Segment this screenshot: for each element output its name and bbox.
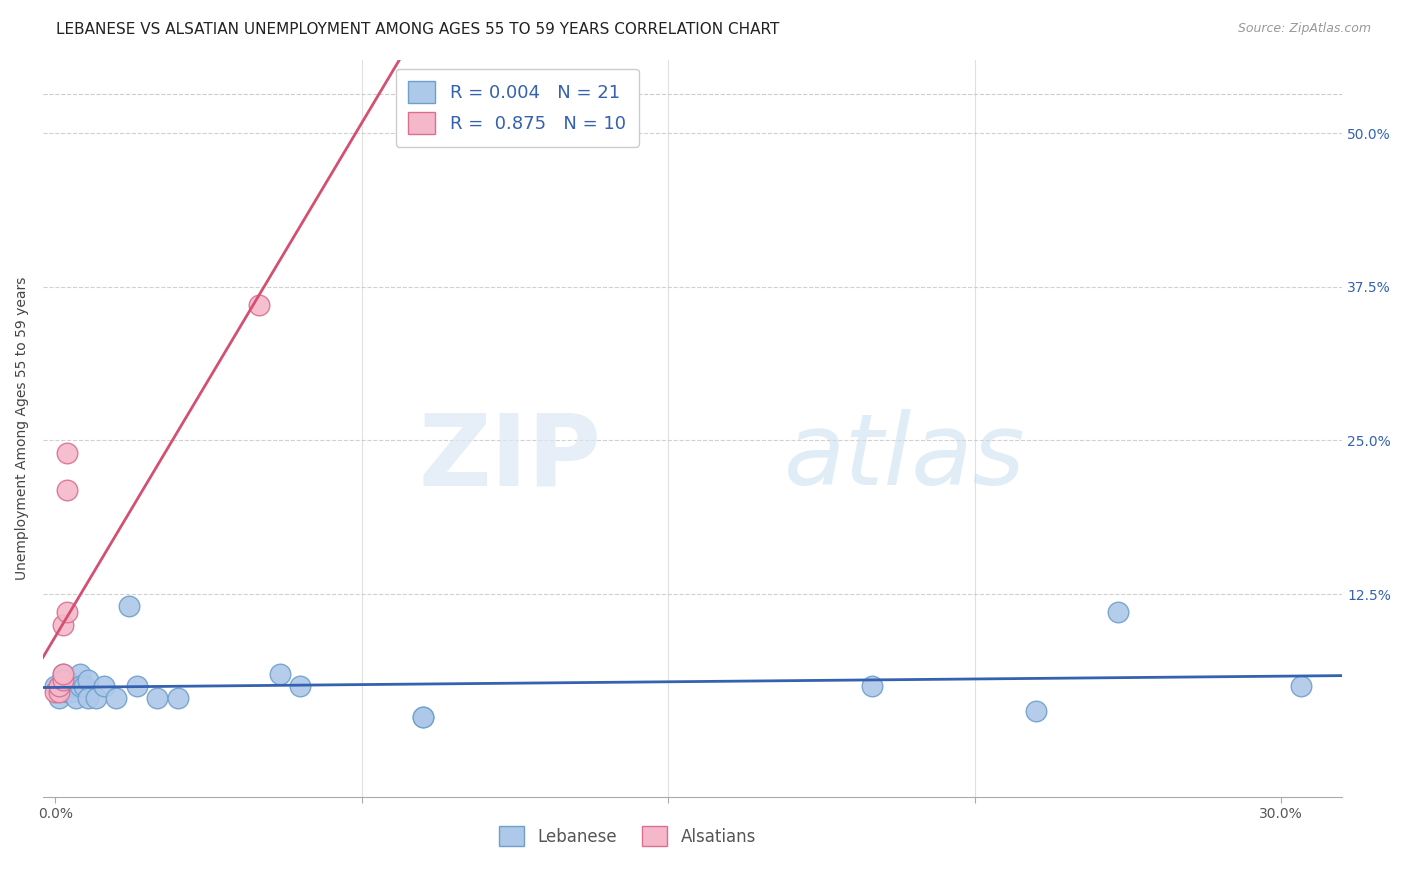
Point: [412, 710, 434, 724]
Point: [48, 679, 70, 693]
Text: ZIP: ZIP: [419, 409, 602, 506]
Point: [56, 685, 79, 699]
Point: [69, 666, 91, 681]
Point: [290, 679, 312, 693]
Point: [48, 679, 70, 693]
Point: [52, 617, 75, 632]
Point: [65, 679, 87, 693]
Point: [166, 691, 188, 706]
Point: [412, 710, 434, 724]
Point: [105, 691, 128, 706]
Point: [44, 685, 66, 699]
Point: [52, 666, 75, 681]
Point: [48, 685, 70, 699]
Point: [84, 691, 107, 706]
Point: [69, 679, 91, 693]
Point: [56, 606, 79, 620]
Point: [1107, 606, 1129, 620]
Point: [93, 679, 115, 693]
Point: [48, 691, 70, 706]
Point: [1291, 679, 1313, 693]
Point: [56, 673, 79, 687]
Point: [125, 679, 148, 693]
Point: [146, 691, 169, 706]
Point: [65, 691, 87, 706]
Point: [52, 666, 75, 681]
Point: [860, 679, 883, 693]
Point: [52, 679, 75, 693]
Legend: Lebanese, Alsatians: Lebanese, Alsatians: [491, 818, 765, 855]
Point: [52, 673, 75, 687]
Text: LEBANESE VS ALSATIAN UNEMPLOYMENT AMONG AGES 55 TO 59 YEARS CORRELATION CHART: LEBANESE VS ALSATIAN UNEMPLOYMENT AMONG …: [56, 22, 779, 37]
Point: [60, 685, 83, 699]
Text: atlas: atlas: [783, 409, 1025, 506]
Point: [1025, 704, 1047, 718]
Point: [56, 483, 79, 497]
Point: [249, 298, 271, 312]
Point: [118, 599, 141, 614]
Y-axis label: Unemployment Among Ages 55 to 59 years: Unemployment Among Ages 55 to 59 years: [15, 277, 30, 580]
Point: [269, 666, 291, 681]
Point: [56, 446, 79, 460]
Point: [44, 679, 66, 693]
Point: [60, 679, 83, 693]
Text: Source: ZipAtlas.com: Source: ZipAtlas.com: [1237, 22, 1371, 36]
Point: [76, 673, 98, 687]
Point: [73, 679, 96, 693]
Point: [76, 691, 98, 706]
